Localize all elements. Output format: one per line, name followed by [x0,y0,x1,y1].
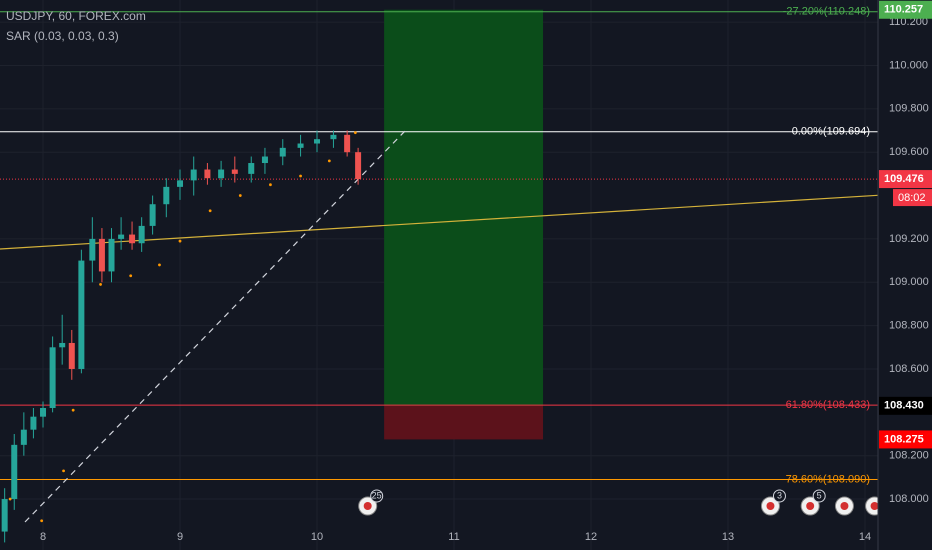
y-tick-label: 108.600 [889,363,929,375]
y-tick-label: 108.800 [889,320,929,332]
y-tick-label: 109.600 [889,146,929,158]
sar-dot [99,283,102,286]
candle-body [89,238,96,261]
event-icon-center [766,502,775,510]
sar-dot [62,469,65,473]
levels: -27.20%(110.248) 0.00%(109.694) 61.80%(108… [0,6,878,485]
sar-dot [353,131,357,135]
sar-dot [40,519,44,523]
candle-body [355,152,362,180]
countdown: 08:02 [898,192,926,204]
candle-body [149,204,156,226]
candle-body [314,139,321,144]
x-tick-label: 12 [585,531,597,543]
candle-body [11,444,18,500]
y-tick-label: 108.200 [889,450,929,462]
price-label: 108.275 [884,433,924,445]
symbol-title: USDJPY, 60, FOREX.com [6,9,146,23]
candle-body [138,225,145,244]
x-tick-label: 8 [40,531,46,543]
y-tick-label: 109.800 [889,103,929,115]
price-label-bg [879,396,932,415]
position[interactable] [384,9,544,440]
price-label: 109.476 [884,173,924,185]
x-tick-label: 11 [448,531,459,543]
candle-body [129,234,136,244]
sar-dot [178,239,182,243]
x-tick-label: 14 [859,531,871,543]
sar-dot [158,263,161,267]
x-tick-label: 10 [311,531,323,543]
profit-zone [384,9,544,406]
candle-body [248,163,255,174]
candle-body [30,416,37,430]
fib-label: 78.60%(108.090) [786,473,870,485]
y-tick-label: 110.200 [889,16,928,28]
event-icon-center [870,502,879,510]
candle-body [177,180,184,187]
candle-body [218,169,225,179]
y-tick-label: 108.000 [889,493,929,505]
sar-dot [269,183,272,187]
candle-body [330,134,337,140]
event-count: 3 [777,490,782,500]
price-label-bg [879,430,932,449]
candle-body [40,408,47,417]
event-count: 25 [372,490,382,500]
x-tick-label: 13 [722,531,734,543]
event-icon-center [363,502,372,510]
price-label: 110.257 [884,4,923,16]
event-badge [772,489,786,503]
event-icon-center [840,502,849,510]
sar-dot [238,194,242,197]
sar-dot [299,174,302,178]
y-tick-label: 110.000 [889,59,928,71]
price-label-bg [879,170,932,189]
candle-body [261,156,268,164]
candle-body [1,499,8,532]
sar-dot [327,159,331,163]
sar-dot [129,274,133,278]
event-count: 5 [817,490,822,500]
candle-body [98,238,105,272]
y-tick-label: 109.200 [889,233,929,245]
fib-label: 61.80%(108.433) [786,399,870,411]
indicator-title: SAR (0.03, 0.03, 0.3) [6,29,119,43]
price-label: 108.430 [884,400,924,412]
candle-body [59,342,66,348]
candle-body [49,347,56,409]
countdown-bg [893,189,932,207]
x-tick-label: 9 [177,531,183,543]
event-badge [370,489,384,503]
trend-line[interactable] [0,191,932,250]
candle-body [204,169,211,179]
candle-body [108,238,115,272]
event-icon-center [806,502,815,510]
candle-body [190,169,197,181]
dashed-trend-line[interactable] [24,130,406,523]
candle-body [68,342,75,369]
event-badge [812,489,826,503]
price-axis [878,0,932,550]
fib-label: -27.20%(110.248) [783,6,870,18]
candle-body [279,147,286,157]
candles [1,130,362,543]
y-tick-label: 109.000 [889,276,929,288]
sar-dot [8,497,12,501]
sar-dot [208,209,212,213]
candle-body [118,234,125,239]
price-label-bg [879,0,932,19]
candle-body [344,134,351,153]
candle-body [297,143,304,148]
fib-label: 0.00%(109.694) [792,126,870,138]
candle-body [78,260,85,369]
candle-body [163,186,170,205]
axis-labels: 108.000 108.200 108.600 108.800 109.000 109.2… [40,16,929,543]
candle-body [231,169,238,174]
loss-zone [384,405,544,440]
sar-dot [71,408,75,412]
candle-body [20,429,27,445]
